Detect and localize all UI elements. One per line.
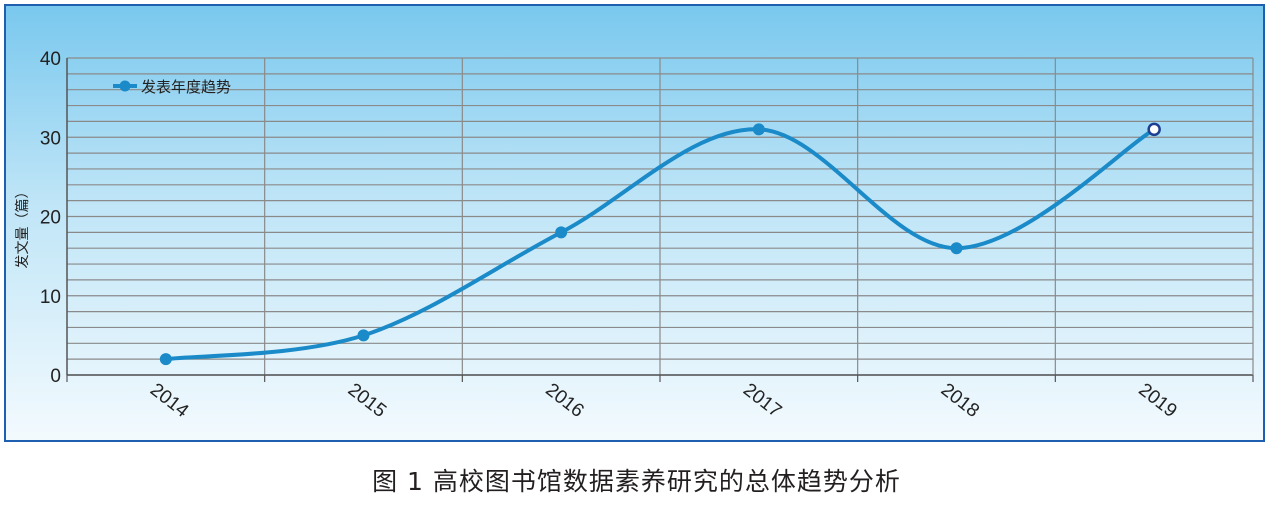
data-point — [752, 123, 765, 136]
series-line — [163, 127, 1157, 362]
y-axis-label: 发文量（篇） — [15, 185, 31, 269]
x-tick-label: 2018 — [937, 379, 983, 422]
legend-label: 发表年度趋势 — [141, 78, 231, 96]
y-tick-label: 0 — [50, 366, 61, 387]
y-tick-label: 40 — [40, 49, 61, 70]
axes — [66, 58, 1254, 382]
gridlines — [67, 57, 1253, 376]
data-point — [1147, 122, 1161, 137]
figure-caption: 图 1 高校图书馆数据素养研究的总体趋势分析 — [372, 467, 901, 496]
line-chart: 0 10 20 30 40 2014 2015 2016 2017 2018 2019 发文量（篇… — [15, 49, 1254, 422]
legend: 发表年度趋势 — [113, 78, 231, 96]
y-tick-labels: 0 10 20 30 40 — [40, 49, 61, 387]
y-tick-label: 20 — [40, 208, 61, 229]
x-tick-labels: 2014 2015 2016 2017 2018 2019 — [146, 379, 1181, 422]
y-tick-label: 10 — [40, 287, 61, 308]
x-tick-label: 2017 — [739, 379, 785, 422]
legend-marker — [119, 80, 131, 92]
data-point — [357, 329, 370, 342]
y-tick-label: 30 — [40, 128, 61, 149]
data-point — [555, 226, 568, 239]
series — [159, 122, 1161, 366]
data-point — [159, 353, 172, 366]
data-point — [950, 242, 963, 255]
x-tick-label: 2014 — [146, 379, 193, 422]
x-tick-label: 2016 — [541, 379, 587, 422]
x-tick-label: 2019 — [1134, 379, 1180, 422]
x-tick-label: 2015 — [344, 379, 390, 422]
